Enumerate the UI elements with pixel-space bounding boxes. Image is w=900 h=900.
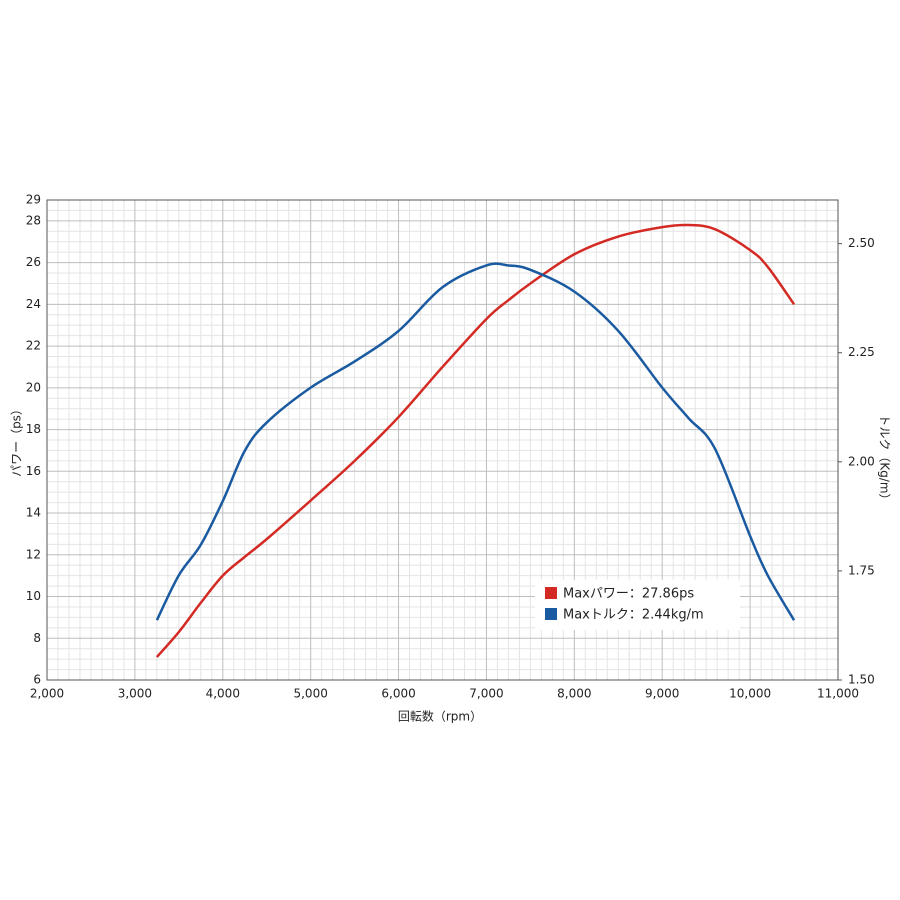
y-tick-label: 29 [26, 193, 41, 207]
y-tick-label: 14 [26, 506, 41, 520]
y2-axis-title: トルク（Kg/m） [878, 414, 892, 505]
plot-frame [46, 199, 839, 681]
data-line [155, 262, 796, 621]
y-tick-label: 28 [26, 213, 41, 227]
y-tick-label: 12 [26, 547, 41, 561]
legend-label: Maxパワー：27.86ps [563, 587, 694, 602]
legend-label: Maxトルク：2.44kg/m [563, 608, 704, 623]
y-tick-label: 18 [26, 422, 41, 436]
x-tick-label: 6,000 [381, 687, 415, 701]
x-tick-label: 10,000 [729, 687, 771, 701]
x-tick-label: 11,000 [817, 687, 859, 701]
y2-tick-label: 1.50 [848, 673, 875, 687]
y-tick-label: 10 [26, 589, 41, 603]
x-axis-title: 回転数（rpm） [398, 709, 482, 724]
y-tick-label: 24 [26, 297, 41, 311]
y-tick-label: 26 [26, 255, 41, 269]
x-tick-label: 2,000 [30, 687, 64, 701]
y-tick-label: 6 [33, 673, 41, 687]
y-tick-label: 20 [26, 380, 41, 394]
y2-tick-label: 2.50 [848, 236, 875, 250]
data-line [155, 223, 796, 658]
x-tick-label: 8,000 [557, 687, 591, 701]
y2-tick-label: 1.75 [848, 563, 875, 577]
y-axis-title: パワー（ps） [10, 403, 24, 477]
y2-tick-label: 2.25 [848, 345, 875, 359]
x-tick-label: 4,000 [206, 687, 240, 701]
legend-swatch [545, 587, 557, 599]
y-tick-label: 16 [26, 464, 41, 478]
y2-tick-label: 2.00 [848, 454, 875, 468]
x-tick-label: 9,000 [645, 687, 679, 701]
x-tick-label: 7,000 [469, 687, 503, 701]
x-tick-label: 5,000 [293, 687, 327, 701]
y-tick-label: 8 [33, 631, 41, 645]
legend-box [535, 580, 740, 630]
y-tick-label: 22 [26, 339, 41, 353]
legend-swatch [545, 608, 557, 620]
x-tick-label: 3,000 [118, 687, 152, 701]
